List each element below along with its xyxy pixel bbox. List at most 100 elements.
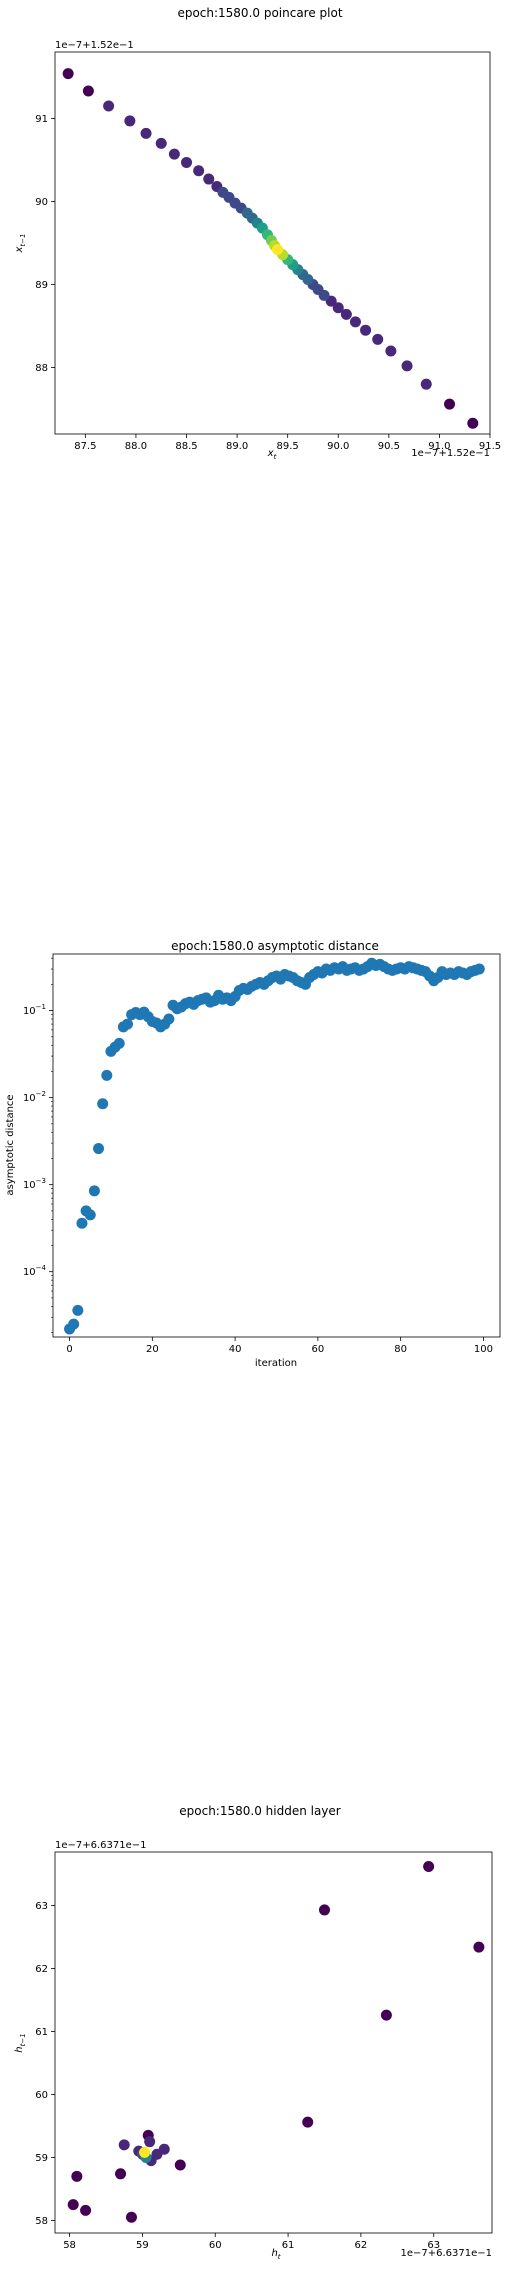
poincare-point [181,156,193,168]
x-tick-label: 60 [312,1344,325,1355]
hidden-point [302,2116,314,2128]
hidden-point [71,2170,83,2182]
asymptotic-point [93,1143,105,1155]
asymptotic-x-ticks: 0 20 40 60 80 100 [66,1337,493,1355]
hidden-y-label: ht−1 [14,2033,27,2052]
poincare-point [360,324,372,336]
x-tick-label: 60 [209,2240,222,2251]
asymptotic-point [101,1069,113,1081]
hidden-point [80,2204,92,2216]
hidden-x-ticks: 58 59 60 61 62 63 [63,2233,440,2251]
asymptotic-axes-frame [52,953,501,1338]
asymptotic-y-ticks: 10−4 10−3 10−2 10−1 [23,957,53,1333]
hidden-y-label-base: h [14,2046,25,2052]
asymptotic-point [72,1304,84,1316]
poincare-point [140,127,152,139]
y-tick-label: 59 [35,2153,48,2164]
x-tick-label: 0 [66,1344,72,1355]
x-tick-label: 89.5 [277,441,299,452]
x-tick-label: 59 [136,2240,149,2251]
hidden-point [423,1860,435,1872]
x-tick-label: 91.0 [428,441,450,452]
y-tick-label: 62 [35,1964,48,1975]
y-tick-label: 10−2 [23,1090,46,1104]
x-tick-label: 100 [474,1344,493,1355]
asymptotic-point [122,1018,133,1030]
poincare-point [103,100,115,112]
x-tick-label: 58 [63,2240,76,2251]
poincare-y-ticks: 88 89 90 91 [35,114,55,374]
x-tick-label: 87.5 [74,441,96,452]
y-tick-label: 10−3 [23,1177,46,1191]
poincare-x-ticks: 87.5 88.0 88.5 89.0 89.5 90.0 90.5 91.0 91.5 [74,434,501,452]
x-tick-label: 88.5 [175,441,197,452]
x-tick-label: 62 [355,2240,368,2251]
hidden-x-label-base: h [271,2248,277,2259]
y-tick-label: 63 [35,1901,48,1912]
poincare-point [349,316,361,328]
hidden-x-label: ht [271,2248,280,2261]
asymptotic-point [113,1037,125,1049]
poincare-points [62,68,479,429]
y-tick-label: 91 [35,114,48,125]
asymptotic-point [97,1098,109,1110]
hidden-point [318,1904,330,1916]
hidden-point [118,2139,130,2151]
poincare-point [401,360,413,372]
asymptotic-title: epoch:1580.0 asymptotic distance [171,939,379,953]
y-tick-label: 90 [35,197,48,208]
hidden-point [125,2211,137,2223]
asymptotic-point [163,1013,175,1025]
hidden-point [67,2199,79,2211]
poincare-y-offset: 1e−7+1.52e−1 [55,40,134,51]
x-tick-label: 20 [146,1344,159,1355]
poincare-point [124,115,136,127]
hidden-point [139,2146,151,2158]
poincare-y-label-base: x [14,247,25,254]
asymptotic-y-label: asymptotic distance [5,1094,16,1195]
y-tick-label: 89 [35,280,48,291]
poincare-point [372,333,384,345]
poincare-point [62,68,74,80]
poincare-chart: epoch:1580.0 poincare plot 1e−7+1.52e−1 … [14,6,501,461]
poincare-y-label: xt−1 [14,234,27,254]
x-tick-label: 90.5 [378,441,400,452]
hidden-point [151,2148,163,2160]
x-tick-label: 90.0 [327,441,349,452]
x-tick-label: 91.5 [479,441,501,452]
asymptotic-point [88,1185,100,1197]
poincare-x-label: xt [267,448,277,461]
y-tick-label: 58 [35,2216,48,2227]
hidden-y-label-sub: t−1 [19,2033,27,2046]
x-tick-label: 40 [229,1344,242,1355]
poincare-title: epoch:1580.0 poincare plot [177,6,342,20]
poincare-point [272,244,284,256]
asymptotic-chart: epoch:1580.0 asymptotic distance 0 20 40 60… [5,939,501,1369]
poincare-point [332,302,344,314]
poincare-axes-frame [54,51,491,435]
asymptotic-points [64,957,485,1335]
y-tick-label: 10−1 [23,1003,46,1017]
asymptotic-point [84,1209,96,1221]
hidden-axes-frame [54,1851,493,2234]
hidden-x-offset: 1e−7+6.6371e−1 [400,2248,492,2259]
asymptotic-x-label: iteration [255,1358,297,1369]
poincare-point [155,137,167,149]
poincare-point [168,148,180,160]
poincare-y-label-sub: t−1 [19,234,27,247]
y-tick-label: 61 [35,2027,48,2038]
hidden-x-label-sub: t [278,2253,281,2261]
y-tick-label: 10−4 [23,1264,47,1278]
hidden-point [174,2159,186,2171]
poincare-point [420,378,432,390]
x-tick-label: 88.0 [125,441,147,452]
x-tick-label: 80 [394,1344,407,1355]
hidden-layer-chart: epoch:1580.0 hidden layer 1e−7+6.6371e−1… [14,1804,493,2261]
poincare-x-label-sub: t [274,453,277,461]
y-tick-label: 88 [35,363,48,374]
poincare-point [467,417,479,429]
hidden-title: epoch:1580.0 hidden layer [179,1804,341,1818]
hidden-point [380,2009,392,2021]
x-tick-label: 61 [282,2240,295,2251]
